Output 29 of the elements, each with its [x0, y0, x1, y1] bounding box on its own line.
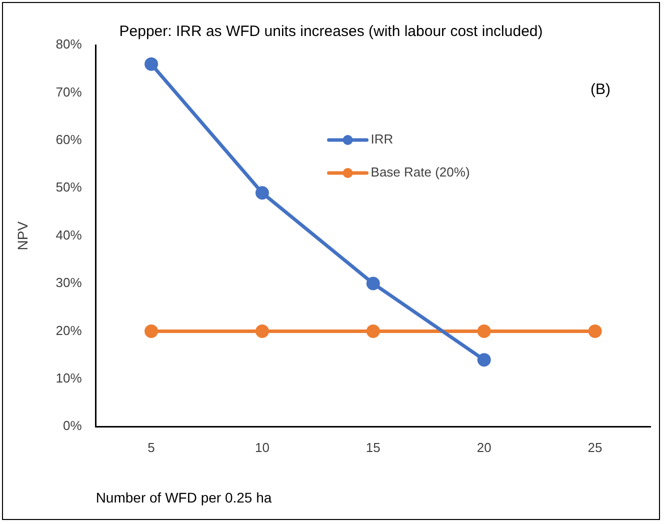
point — [477, 353, 491, 367]
point — [144, 57, 158, 71]
y-tick-label: 50% — [56, 180, 82, 195]
point — [255, 186, 269, 200]
point — [588, 324, 602, 338]
y-tick-label: 40% — [56, 227, 82, 242]
y-axis-title: NPV — [14, 220, 30, 250]
y-tick-label: 30% — [56, 275, 82, 290]
y-tick-label: 60% — [56, 132, 82, 147]
point — [366, 324, 380, 338]
y-tick-label: 10% — [56, 370, 82, 386]
y-tick-label: 0% — [63, 418, 82, 434]
chart-title: Pepper: IRR as WFD units increases (with labour cost included) — [119, 23, 543, 40]
x-tick-label: 25 — [588, 440, 602, 455]
y-tick-label: 20% — [56, 322, 82, 338]
point — [255, 324, 269, 338]
y-tick-label: 80% — [56, 36, 82, 52]
legend-label: Base Rate (20%) — [370, 164, 470, 180]
x-tick-label: 15 — [366, 440, 380, 455]
point — [366, 276, 380, 290]
y-tick-label: 70% — [56, 84, 82, 100]
point — [144, 324, 158, 338]
x-axis-title: Number of WFD per 0.25 ha — [96, 489, 272, 506]
point — [477, 324, 491, 338]
annotation: (B) — [590, 81, 610, 98]
x-tick-label: 10 — [254, 440, 270, 455]
legend-label: IRR — [370, 132, 394, 147]
x-tick-label: 20 — [476, 440, 492, 455]
x-tick-label: 5 — [148, 440, 155, 455]
